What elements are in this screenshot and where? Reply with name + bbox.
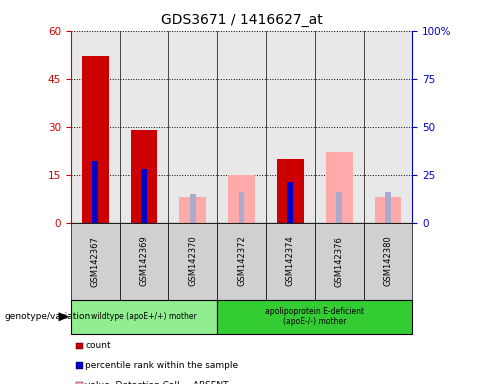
Text: GSM142380: GSM142380 [384, 236, 392, 286]
Text: GSM142372: GSM142372 [237, 236, 246, 286]
Bar [239, 192, 244, 223]
Bar [92, 161, 98, 223]
Text: apolipoprotein E-deficient
(apoE-/-) mother: apolipoprotein E-deficient (apoE-/-) mot… [265, 307, 365, 326]
Bar [141, 169, 147, 223]
Text: GSM142369: GSM142369 [140, 236, 148, 286]
Bar [375, 197, 401, 223]
Bar [277, 159, 304, 223]
Text: GSM142367: GSM142367 [91, 236, 100, 286]
Title: GDS3671 / 1416627_at: GDS3671 / 1416627_at [161, 13, 323, 27]
Bar [287, 182, 293, 223]
Bar [180, 197, 206, 223]
Bar [190, 194, 196, 223]
Text: wildtype (apoE+/+) mother: wildtype (apoE+/+) mother [91, 312, 197, 321]
Bar [385, 192, 391, 223]
Text: percentile rank within the sample: percentile rank within the sample [85, 361, 239, 370]
Bar [228, 175, 255, 223]
Text: value, Detection Call = ABSENT: value, Detection Call = ABSENT [85, 381, 229, 384]
Bar [336, 192, 342, 223]
Text: genotype/variation: genotype/variation [5, 312, 91, 321]
Text: count: count [85, 341, 111, 350]
Text: GSM142376: GSM142376 [335, 236, 344, 286]
Bar [326, 152, 352, 223]
Bar [131, 130, 157, 223]
Text: GSM142374: GSM142374 [286, 236, 295, 286]
Bar [82, 56, 108, 223]
Text: GSM142370: GSM142370 [188, 236, 197, 286]
